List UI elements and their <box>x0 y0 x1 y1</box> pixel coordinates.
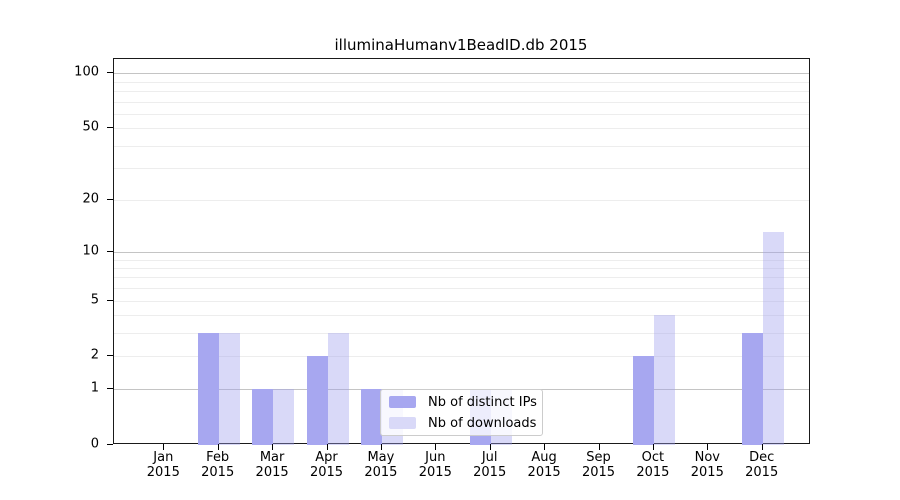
x-axis-tick-label: Jun 2015 <box>418 450 452 480</box>
x-axis-tick <box>652 444 654 450</box>
y-axis-tick-label: 20 <box>82 191 99 207</box>
minor-gridline <box>114 259 809 261</box>
y-axis-tick-label: 5 <box>90 292 99 308</box>
bar-distinct-ips <box>360 389 382 445</box>
minor-gridline <box>114 101 809 103</box>
x-axis-tick <box>272 444 274 450</box>
x-axis-tick-label: Sep 2015 <box>581 450 616 480</box>
minor-gridline <box>114 315 809 317</box>
chart-title: illuminaHumanv1BeadID.db 2015 <box>334 36 588 54</box>
legend-item-downloads: Nb of downloads <box>389 415 537 431</box>
bar-downloads <box>273 389 295 445</box>
bar-distinct-ips <box>197 333 219 445</box>
x-axis-tick <box>707 444 709 450</box>
bar-downloads <box>218 333 240 445</box>
bar-downloads <box>327 333 349 445</box>
y-axis-tick <box>107 444 113 445</box>
minor-gridline <box>114 356 809 358</box>
y-axis-tick <box>107 250 113 252</box>
minor-gridline <box>114 168 809 170</box>
minor-gridline <box>114 90 809 92</box>
bar-distinct-ips <box>632 356 654 445</box>
x-axis-tick-label: Dec 2015 <box>745 450 779 480</box>
x-axis-tick-label: Nov 2015 <box>690 450 724 480</box>
y-axis-tick <box>107 388 113 390</box>
minor-gridline <box>114 145 809 147</box>
legend: Nb of distinct IPs Nb of downloads <box>380 389 543 436</box>
y-axis-tick <box>107 72 113 74</box>
x-axis-tick <box>163 444 165 450</box>
minor-gridline <box>114 199 809 201</box>
plot-area <box>113 58 810 445</box>
x-axis-tick-label: Aug 2015 <box>527 450 561 480</box>
x-axis-tick-label: Mar 2015 <box>255 450 289 480</box>
minor-gridline <box>114 300 809 302</box>
minor-gridline <box>114 288 809 290</box>
x-axis-tick-label: May 2015 <box>364 450 398 480</box>
bar-distinct-ips <box>306 356 328 445</box>
x-axis-tick <box>217 444 219 450</box>
bar-distinct-ips <box>741 333 763 445</box>
x-axis-tick-label: Jul 2015 <box>473 450 507 480</box>
y-axis-tick <box>107 299 113 301</box>
y-axis-tick-label: 100 <box>74 64 99 80</box>
y-axis-tick-label: 10 <box>82 243 99 259</box>
x-axis-tick <box>598 444 600 450</box>
minor-gridline <box>114 267 809 269</box>
legend-item-distinct-ips: Nb of distinct IPs <box>389 394 537 410</box>
x-axis-tick-label: Feb 2015 <box>201 450 235 480</box>
bar-distinct-ips <box>252 389 274 445</box>
minor-gridline <box>114 333 809 335</box>
minor-gridline <box>114 81 809 83</box>
x-axis-tick <box>380 444 382 450</box>
y-axis-tick-label: 1 <box>90 380 99 396</box>
minor-gridline <box>114 128 809 130</box>
legend-label-downloads: Nb of downloads <box>428 415 537 431</box>
x-axis-tick <box>544 444 546 450</box>
x-axis-tick-label: Jan 2015 <box>146 450 180 480</box>
major-gridline <box>114 73 809 75</box>
bar-downloads <box>762 232 784 445</box>
x-axis-tick <box>489 444 491 450</box>
x-axis-tick-label: Oct 2015 <box>636 450 670 480</box>
y-axis-tick-label: 2 <box>90 347 99 363</box>
minor-gridline <box>114 277 809 279</box>
y-axis-tick <box>107 127 113 129</box>
x-axis-tick <box>435 444 437 450</box>
y-axis-tick <box>107 198 113 200</box>
minor-gridline <box>114 113 809 115</box>
legend-label-distinct-ips: Nb of distinct IPs <box>428 394 537 410</box>
legend-swatch-downloads <box>389 417 416 429</box>
y-axis-tick-label: 0 <box>90 436 99 452</box>
x-axis-tick-label: Apr 2015 <box>309 450 344 480</box>
legend-swatch-distinct-ips <box>389 396 416 408</box>
major-gridline <box>114 251 809 253</box>
bar-downloads <box>653 315 675 445</box>
x-axis-tick <box>326 444 328 450</box>
y-axis-tick <box>107 355 113 357</box>
x-axis-tick <box>761 444 763 450</box>
y-axis-tick-label: 50 <box>82 119 99 135</box>
